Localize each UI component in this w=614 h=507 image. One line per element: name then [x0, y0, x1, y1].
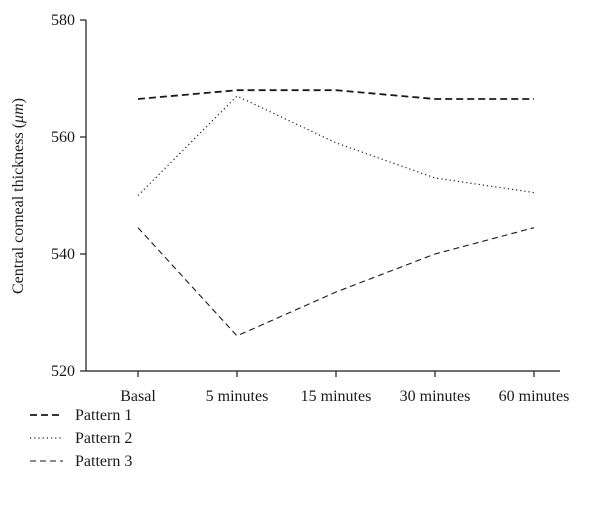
axes [85, 20, 560, 372]
x-tick-label: 5 minutes [206, 388, 269, 405]
x-ticks: Basal 5 minutes 15 minutes 30 minutes 60 min… [120, 371, 569, 405]
y-ticks: 520 540 560 580 [51, 12, 86, 380]
y-axis-title-prefix: Central corneal thickness ( [10, 123, 27, 294]
y-axis-title-unit: μm [10, 103, 27, 124]
y-tick-label: 580 [51, 12, 75, 29]
series-line-pattern-2 [137, 95, 535, 196]
x-tick-label: 30 minutes [400, 388, 471, 405]
series-line-pattern-3 [137, 227, 535, 337]
legend-label-pattern-1: Pattern 1 [75, 407, 132, 424]
x-tick-label: 15 minutes [301, 388, 372, 405]
y-tick-label: 540 [51, 246, 75, 263]
y-axis-title: Central corneal thickness (μm) [10, 98, 27, 294]
series-lines [137, 89, 535, 337]
series-line-pattern-1 [137, 89, 534, 100]
legend-label-pattern-2: Pattern 2 [75, 430, 132, 447]
x-tick-label: Basal [120, 388, 156, 405]
legend-label-pattern-3: Pattern 3 [75, 453, 132, 470]
y-tick-label: 520 [51, 363, 75, 380]
y-tick-label: 560 [51, 129, 75, 146]
x-tick-label: 60 minutes [499, 388, 570, 405]
y-axis-title-suffix: ) [10, 98, 27, 103]
legend: Pattern 1 Pattern 2 Pattern 3 [30, 407, 132, 470]
